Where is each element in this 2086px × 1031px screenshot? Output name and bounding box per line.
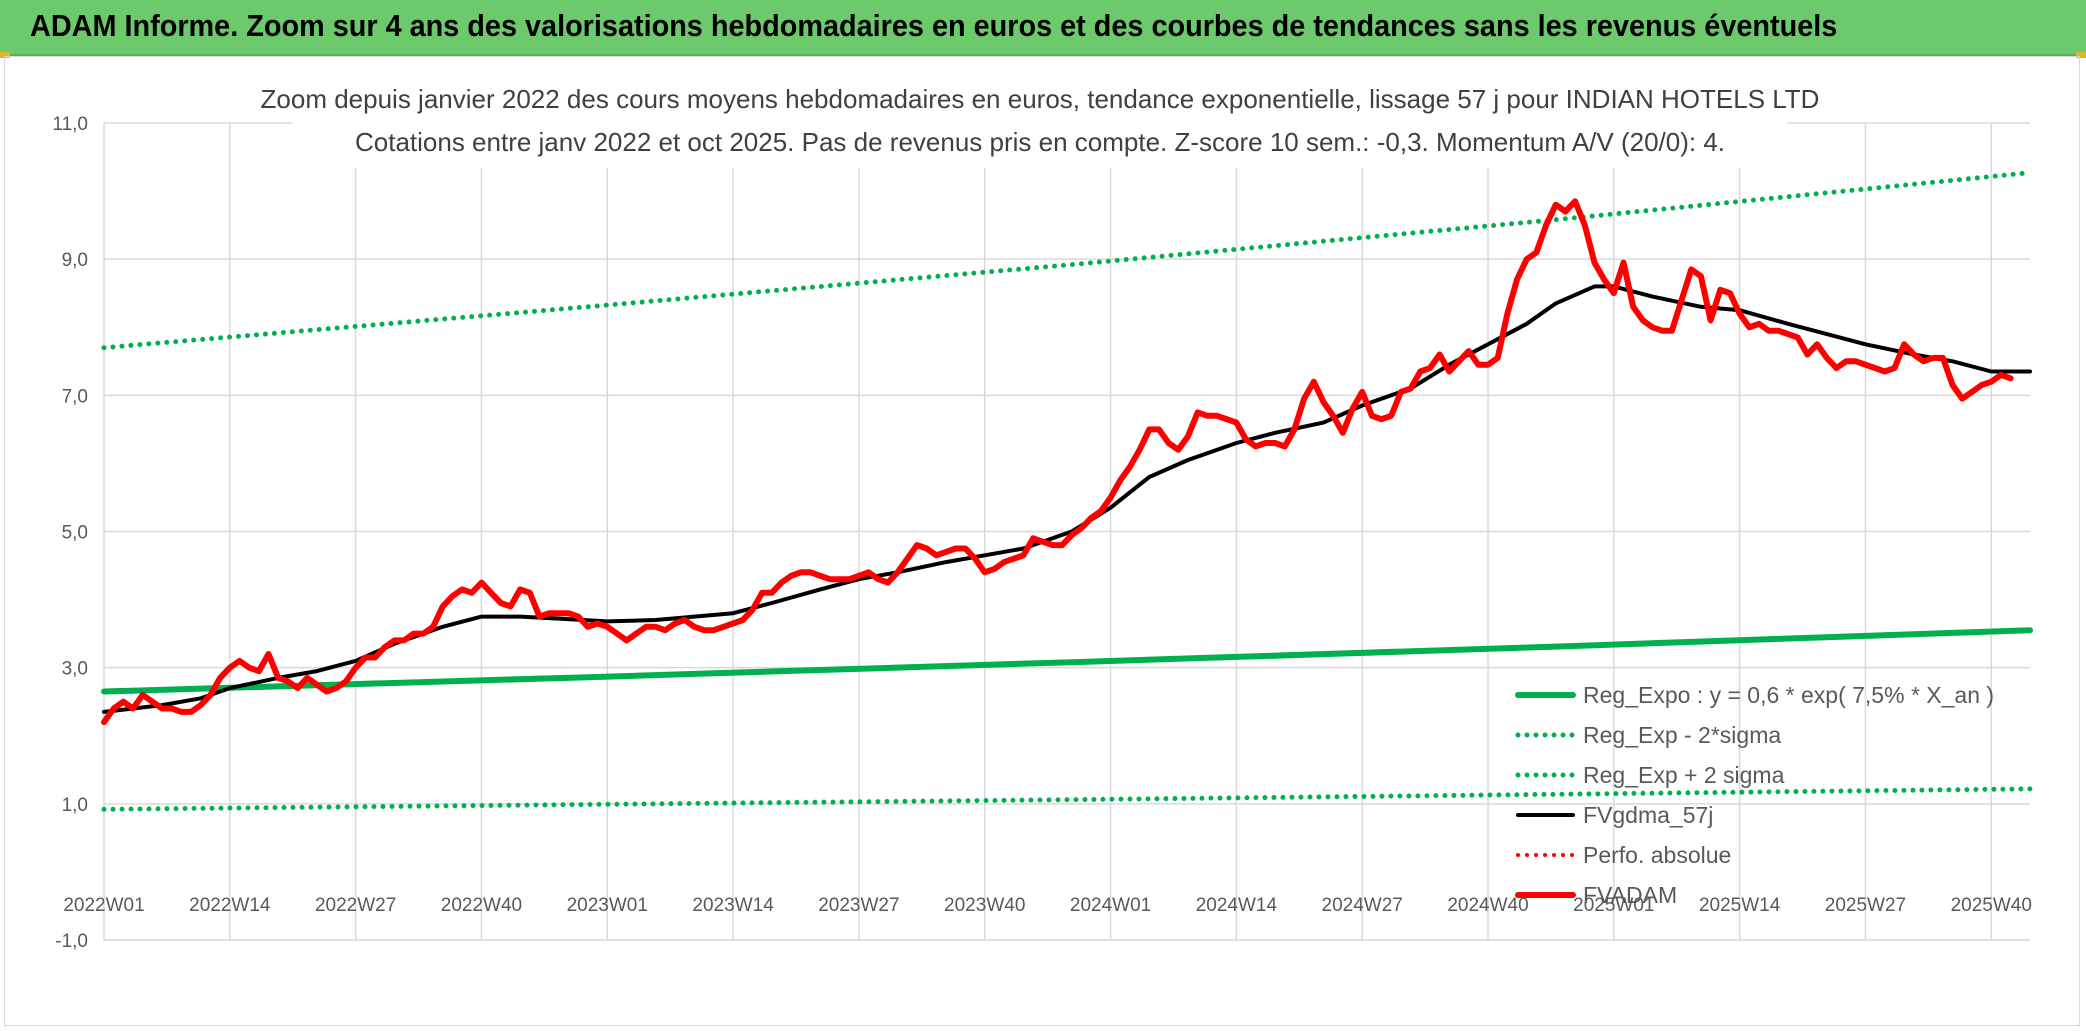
subtitle-line-2: Cotations entre janv 2022 et oct 2025. P… bbox=[355, 127, 1725, 157]
x-tick-label: 2024W27 bbox=[1322, 895, 1403, 916]
series-fvadam-line bbox=[101, 198, 2014, 726]
x-tick-label: 2024W40 bbox=[1447, 895, 1528, 916]
legend: Reg_Expo : y = 0,6 * exp( 7,5% * X_an ) R… bbox=[1515, 682, 1994, 908]
y-tick-label: 9,0 bbox=[62, 250, 88, 271]
legend-label-reg-expo: Reg_Expo : y = 0,6 * exp( 7,5% * X_an ) bbox=[1583, 682, 1994, 708]
x-axis-ticks: 2022W01 2022W14 2022W27 2022W40 2023W01 2023W… bbox=[63, 895, 2032, 916]
x-tick-label: 2022W40 bbox=[441, 895, 522, 916]
header-accent-left bbox=[0, 52, 10, 58]
report-header: ADAM Informe. Zoom sur 4 ans des valoris… bbox=[0, 0, 2086, 56]
y-tick-label: -1,0 bbox=[55, 931, 88, 952]
series-reg-expo-line bbox=[101, 627, 2033, 695]
x-tick-label: 2025W40 bbox=[1951, 895, 2032, 916]
report-title: ADAM Informe. Zoom sur 4 ans des valoris… bbox=[30, 8, 1838, 43]
x-tick-label: 2025W27 bbox=[1825, 895, 1906, 916]
x-tick-label: 2024W01 bbox=[1070, 895, 1151, 916]
legend-label-fvgdma: FVgdma_57j bbox=[1583, 802, 1713, 828]
legend-label-fvadam: FVADAM bbox=[1583, 882, 1677, 908]
gridlines bbox=[103, 122, 2030, 941]
series-reg-plus-line bbox=[101, 170, 2033, 351]
x-tick-label: 2022W27 bbox=[315, 895, 396, 916]
y-tick-label: 3,0 bbox=[62, 659, 88, 680]
chart-frame bbox=[4, 56, 2080, 1026]
x-tick-label: 2022W14 bbox=[189, 895, 271, 916]
subtitle-background bbox=[292, 80, 1787, 168]
y-tick-label: 7,0 bbox=[62, 386, 88, 407]
x-tick-label: 2023W40 bbox=[944, 895, 1025, 916]
y-axis-ticks: 11,0 9,0 7,0 5,0 3,0 1,0 -1,0 bbox=[52, 114, 88, 952]
x-tick-label: 2023W01 bbox=[567, 895, 648, 916]
y-tick-label: 5,0 bbox=[62, 523, 88, 544]
x-tick-label: 2022W01 bbox=[63, 895, 144, 916]
series-fvgdma-line bbox=[102, 284, 2032, 714]
y-tick-label: 1,0 bbox=[62, 795, 88, 816]
legend-label-reg-minus: Reg_Exp - 2*sigma bbox=[1583, 722, 1781, 748]
x-tick-label: 2023W27 bbox=[818, 895, 899, 916]
chart-subtitle: Zoom depuis janvier 2022 des cours moyen… bbox=[261, 80, 1820, 168]
x-tick-label: 2025W14 bbox=[1699, 895, 1781, 916]
header-accent-right bbox=[2076, 52, 2086, 58]
y-tick-label: 11,0 bbox=[52, 114, 88, 135]
legend-label-perfo: Perfo. absolue bbox=[1583, 842, 1731, 868]
legend-label-reg-plus: Reg_Exp + 2 sigma bbox=[1583, 762, 1785, 788]
series-reg-minus-line bbox=[101, 786, 2033, 812]
x-tick-label: 2024W14 bbox=[1196, 895, 1278, 916]
subtitle-line-1: Zoom depuis janvier 2022 des cours moyen… bbox=[261, 84, 1820, 114]
x-tick-label: 2023W14 bbox=[692, 895, 774, 916]
x-tick-label: 2025W01 bbox=[1573, 895, 1654, 916]
series-layer bbox=[101, 170, 2033, 812]
